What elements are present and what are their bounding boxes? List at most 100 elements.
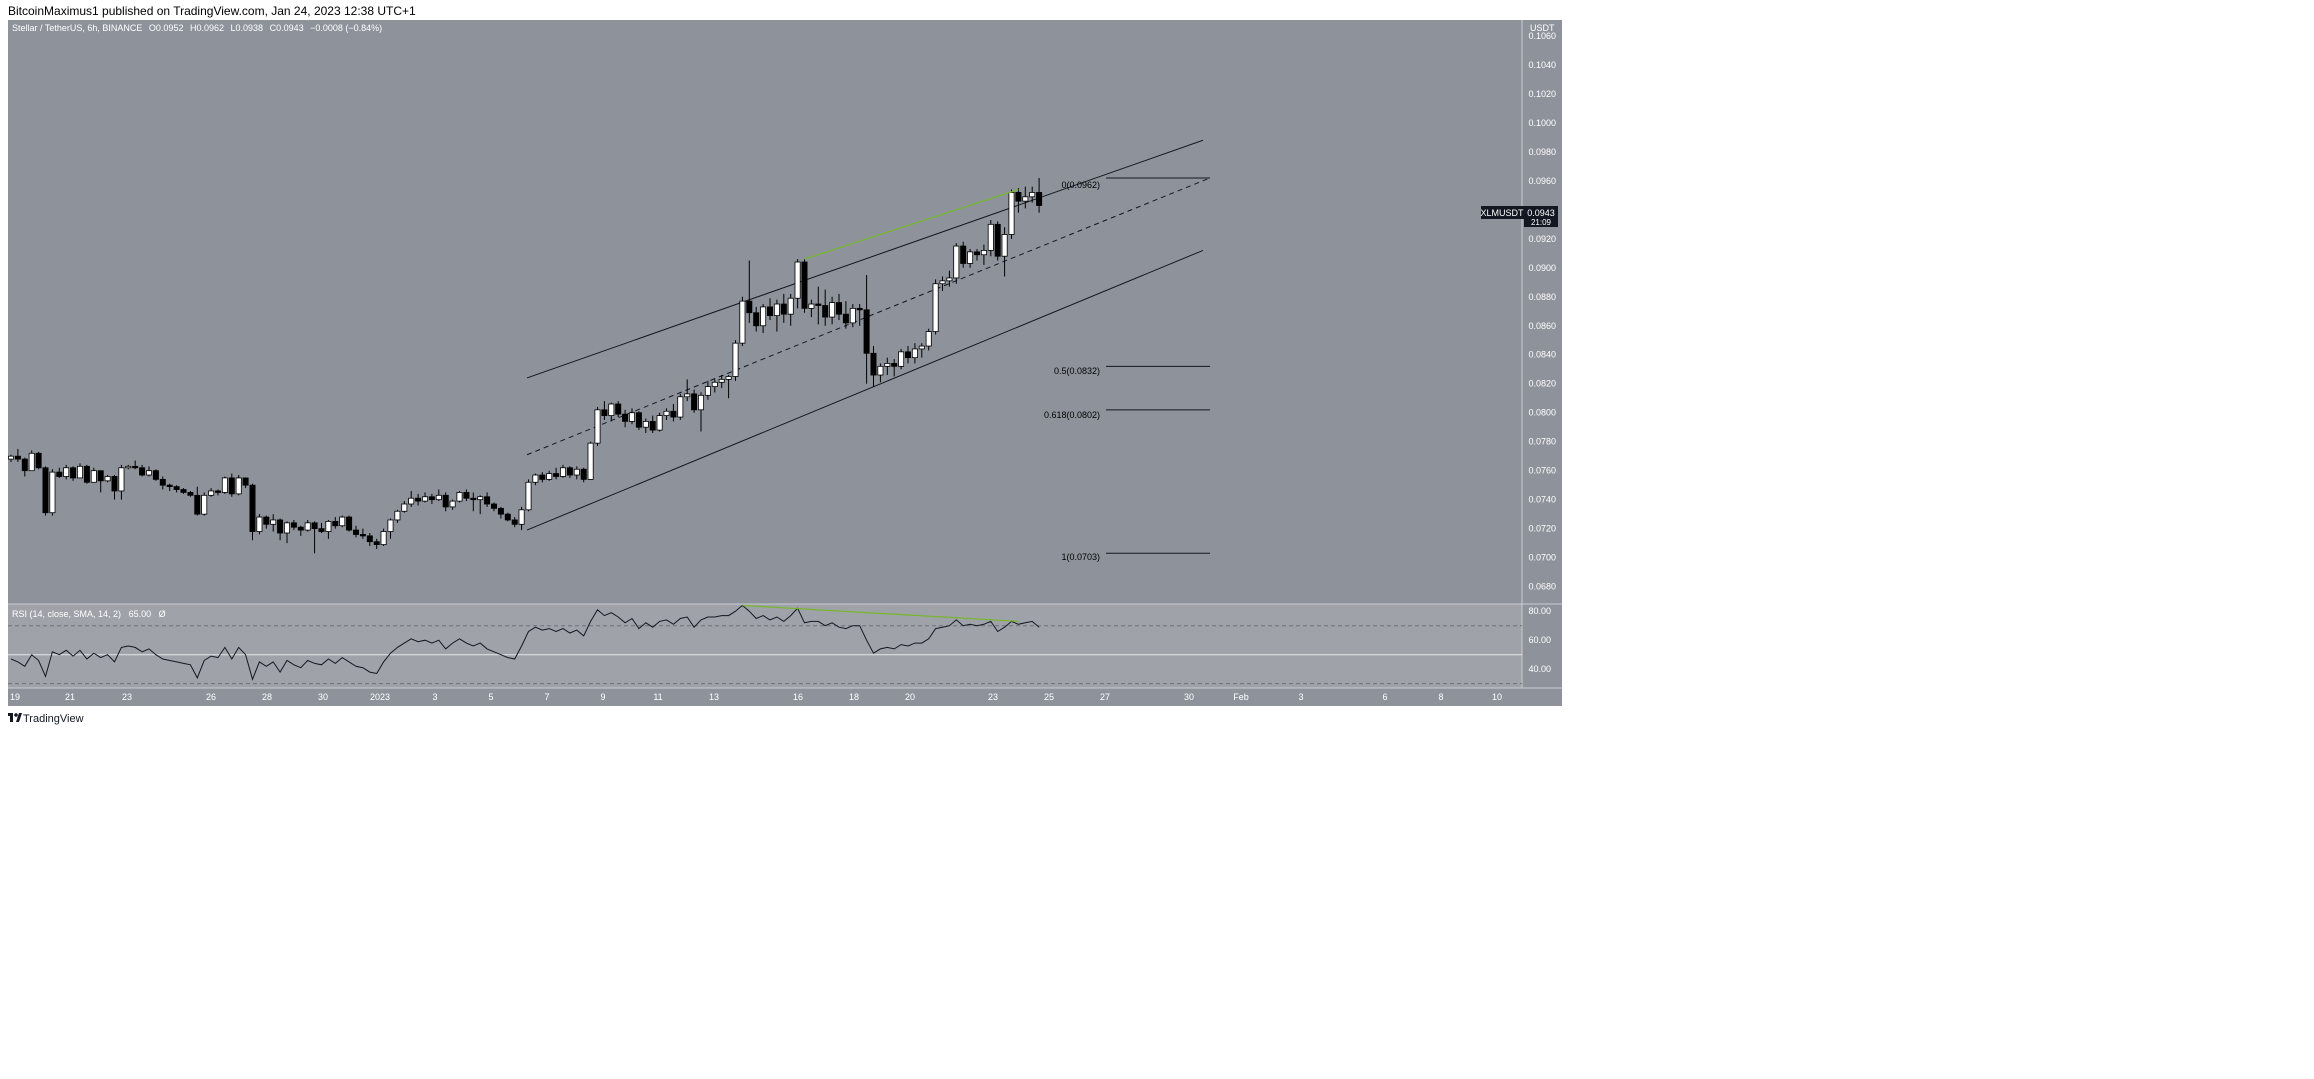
high-label: H <box>190 23 197 33</box>
candle <box>249 483 256 541</box>
candle-body-bear <box>994 223 1001 257</box>
footer-brand: TradingView <box>23 713 84 725</box>
time-label: 26 <box>206 692 216 702</box>
candle-body-bear <box>42 467 49 514</box>
candle <box>28 450 35 472</box>
candle-body-bull <box>1022 196 1029 202</box>
candle <box>332 517 339 529</box>
candle-body-bull <box>380 531 387 545</box>
time-label: 16 <box>793 692 803 702</box>
ticker-symbol: XLMUSDT <box>1480 208 1524 218</box>
candle <box>829 296 836 325</box>
candle <box>56 467 63 478</box>
candle-body-bear <box>173 486 180 490</box>
candle <box>104 475 111 483</box>
candle <box>767 298 774 320</box>
time-label: 7 <box>544 692 549 702</box>
time-label: 30 <box>318 692 328 702</box>
candle-body-bear <box>622 413 629 422</box>
time-label: 28 <box>262 692 272 702</box>
price-tick-label: 0.0800 <box>1528 408 1556 418</box>
candle-body-bear <box>870 352 877 376</box>
rsi-pane[interactable] <box>8 604 1522 688</box>
ascending-channel[interactable] <box>526 139 1211 531</box>
candle <box>359 528 366 539</box>
high-value: 0.0962 <box>196 23 224 33</box>
candle <box>546 470 553 481</box>
candle-body-bull <box>725 376 732 380</box>
candle-body-bear <box>822 305 829 318</box>
price-axis-unit: USDT <box>1530 23 1555 33</box>
candle-body-bull <box>884 363 891 367</box>
candle-body-bear <box>442 494 449 508</box>
candle <box>670 404 677 422</box>
candle-body-bear <box>180 489 187 493</box>
candle <box>145 466 152 477</box>
candle <box>1015 188 1022 213</box>
candle-body-bear <box>152 470 159 480</box>
rsi-line <box>10 604 1040 681</box>
price-axis[interactable] <box>1522 20 1562 688</box>
candle-body-bull <box>787 297 794 315</box>
price-tick-label: 0.0760 <box>1528 466 1556 476</box>
candle-body-bull <box>677 396 684 418</box>
candle-body-bull <box>394 510 401 521</box>
candle <box>311 521 318 554</box>
candle-body-bear <box>601 409 608 417</box>
price-tick-label: 0.0700 <box>1528 553 1556 563</box>
candle-body-bull <box>283 522 290 534</box>
candle-body-bull <box>401 503 408 512</box>
candle <box>387 518 394 539</box>
candle <box>339 515 346 528</box>
fib-label-0: 0(0.0962) <box>1061 180 1100 190</box>
candle-body-bull <box>642 421 649 428</box>
candle <box>152 469 159 481</box>
channel-median-line[interactable] <box>526 177 1211 456</box>
candle <box>960 241 967 268</box>
candle <box>7 454 14 462</box>
candle <box>525 479 532 512</box>
candle-body-bear <box>746 300 753 314</box>
price-divergence-line[interactable] <box>804 188 1019 260</box>
candle-body-bull <box>560 467 567 477</box>
candle <box>484 492 491 507</box>
time-label: 19 <box>10 692 20 702</box>
rsi-legend: RSI (14, close, SMA, 14, 2) 65.00 Ø <box>12 609 166 619</box>
candle-body-bull <box>270 519 277 525</box>
candle-body-bull <box>49 471 56 514</box>
candle <box>925 328 932 351</box>
candle-body-bear <box>767 306 774 317</box>
candle-body-bull <box>656 415 663 431</box>
rsi-legend-extra: Ø <box>159 609 166 619</box>
time-label: 18 <box>849 692 859 702</box>
candle-body-bull <box>808 303 815 309</box>
candle-body-bear <box>891 363 898 367</box>
channel-lower-line[interactable] <box>526 249 1204 531</box>
candle <box>490 502 497 512</box>
fib-retracement[interactable] <box>1106 177 1210 554</box>
candle <box>290 519 297 531</box>
rsi-divergence-line[interactable] <box>742 604 1019 622</box>
low-value: 0.0938 <box>236 23 264 33</box>
bearish-divergence-lines[interactable] <box>742 188 1019 622</box>
candle <box>849 304 856 328</box>
candle-body-bear <box>311 522 318 530</box>
candle-body-bear <box>56 471 63 477</box>
candle <box>911 343 918 364</box>
candle <box>401 501 408 513</box>
symbol-line: Stellar / TetherUS, 6h, BINANCE <box>12 23 142 33</box>
candle-body-bull <box>698 394 705 411</box>
channel-upper-line[interactable] <box>526 139 1204 379</box>
candle-body-bear <box>497 507 504 515</box>
candle-body-bear <box>166 484 173 488</box>
candle <box>787 293 794 326</box>
change-value: −0.0008 (−0.84%) <box>310 23 382 33</box>
candle <box>277 518 284 541</box>
candle-body-bear <box>332 520 339 527</box>
time-axis[interactable] <box>8 688 1562 706</box>
candle-body-bull <box>546 473 553 480</box>
candle-body-bear <box>346 516 353 531</box>
candle-body-bear <box>415 497 422 502</box>
candle <box>539 472 546 483</box>
